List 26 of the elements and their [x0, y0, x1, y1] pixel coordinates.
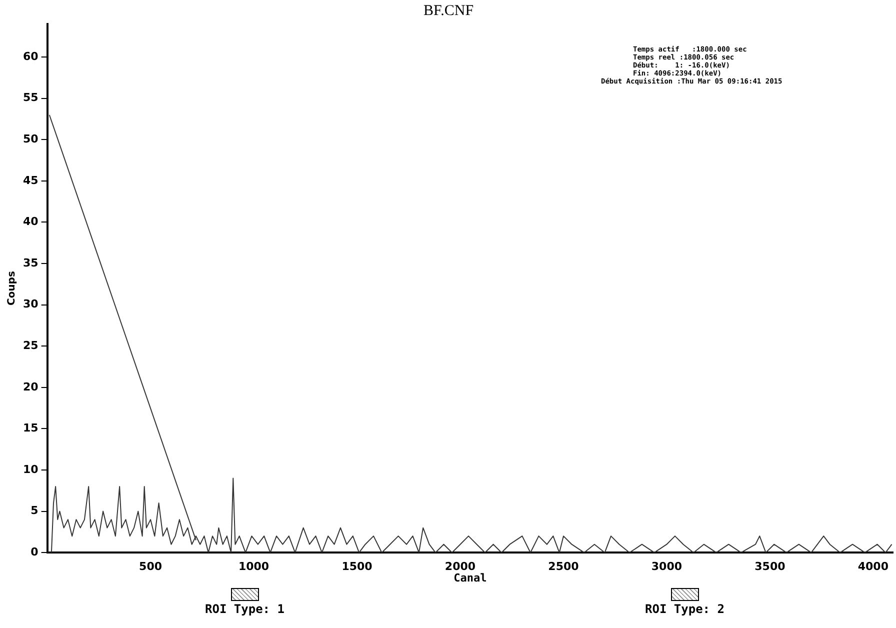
y-tick-label: 45	[22, 174, 38, 187]
x-tick-label: 2500	[548, 560, 580, 574]
text: ROI Type: 2	[645, 602, 724, 616]
y-tick-label: 60	[22, 50, 39, 63]
x-tick-label: 3000	[651, 560, 682, 574]
y-tick-label: 55	[22, 91, 38, 104]
x-tick-label: 1500	[342, 560, 373, 574]
chart-title: BF.CNF	[423, 2, 474, 19]
y-tick-label: 50	[22, 132, 39, 146]
x-axis-title: Canal	[454, 571, 487, 584]
y-tick-label: 25	[22, 338, 38, 352]
x-tick-label: 1000	[238, 560, 270, 574]
x-tick-label: 500	[139, 560, 162, 574]
y-tick-label: 20	[22, 380, 39, 394]
y-tick-label: 15	[22, 422, 38, 435]
y-tick-label: 35	[22, 256, 38, 270]
y-tick-label: 30	[22, 298, 39, 311]
y-tick-label: 5	[30, 504, 38, 518]
text: ROI Type: 1	[205, 602, 284, 616]
y-tick-label: 40	[22, 215, 39, 228]
y-axis-title: Coups	[6, 271, 18, 306]
x-tick-label: 4000	[858, 560, 889, 574]
y-tick-label: 10	[22, 462, 39, 476]
x-tick-label: 3500	[754, 560, 786, 574]
x-tick-label: 2000	[444, 560, 476, 574]
y-tick-label: 0	[30, 545, 39, 558]
